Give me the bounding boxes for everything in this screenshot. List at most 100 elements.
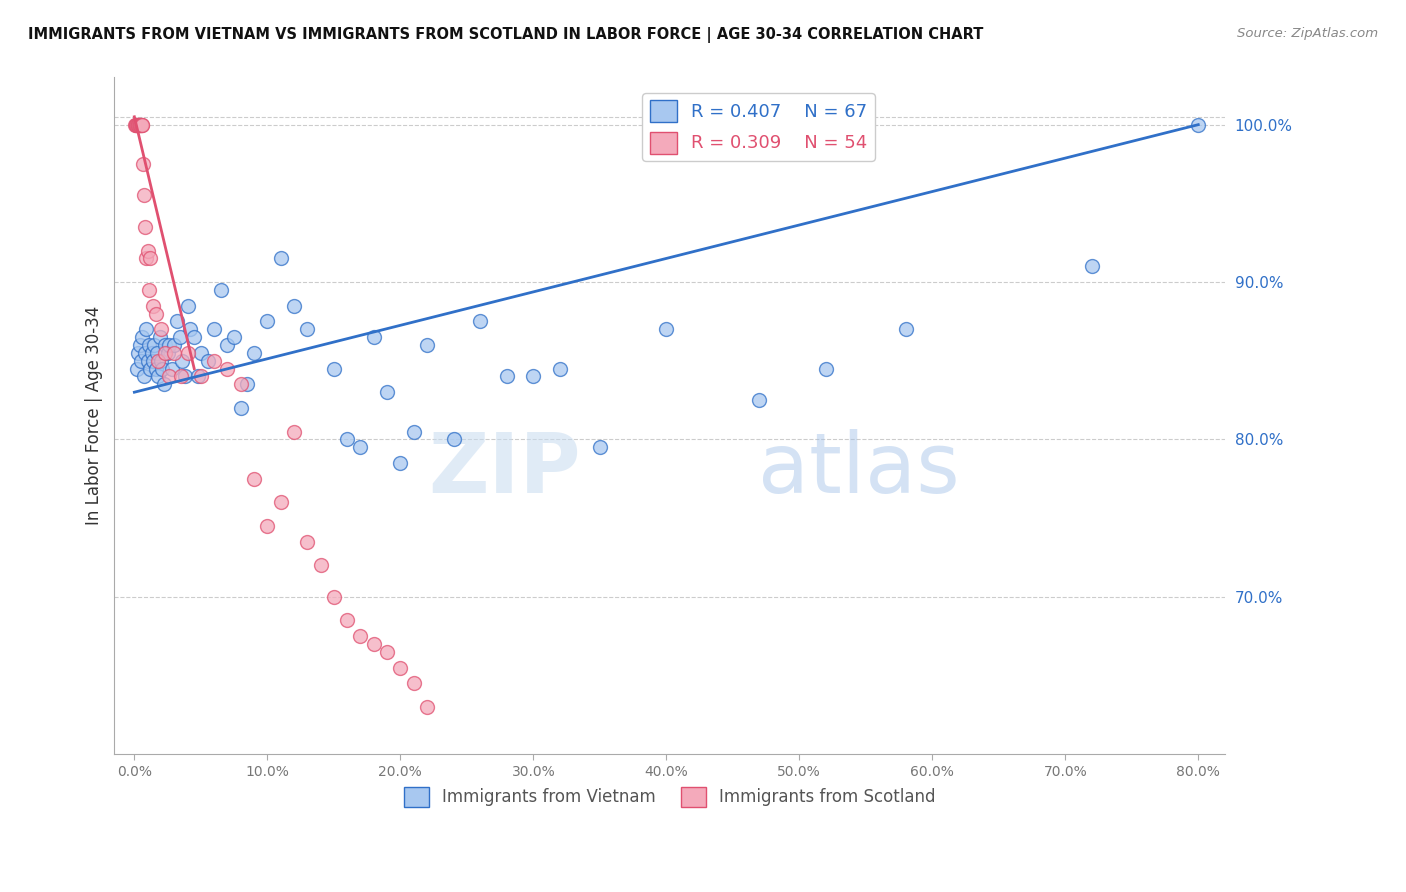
Point xyxy=(150,361,173,376)
Point xyxy=(131,330,153,344)
Point xyxy=(131,118,153,132)
Point xyxy=(131,118,153,132)
Point xyxy=(152,377,174,392)
Point xyxy=(655,322,678,336)
Point xyxy=(156,346,179,360)
Point xyxy=(229,377,252,392)
Point xyxy=(125,118,148,132)
Text: atlas: atlas xyxy=(758,429,960,510)
Point xyxy=(190,369,212,384)
Point xyxy=(202,353,225,368)
Point xyxy=(127,346,149,360)
Point xyxy=(416,338,439,352)
Point xyxy=(132,188,155,202)
Point xyxy=(129,118,152,132)
Point xyxy=(166,314,188,328)
Point xyxy=(443,433,465,447)
Point xyxy=(138,338,160,352)
Point xyxy=(149,353,172,368)
Point xyxy=(139,252,162,266)
Point xyxy=(243,346,266,360)
Point xyxy=(139,361,162,376)
Point xyxy=(153,346,176,360)
Point xyxy=(389,456,412,470)
Point xyxy=(349,629,371,643)
Point xyxy=(138,283,160,297)
Point xyxy=(814,361,837,376)
Point xyxy=(197,353,219,368)
Point xyxy=(548,361,571,376)
Point xyxy=(136,353,159,368)
Point xyxy=(142,353,165,368)
Point xyxy=(363,330,385,344)
Point xyxy=(157,369,180,384)
Point xyxy=(125,118,148,132)
Point xyxy=(270,495,292,509)
Point xyxy=(136,244,159,258)
Point xyxy=(217,361,239,376)
Point xyxy=(748,393,770,408)
Point xyxy=(145,361,167,376)
Point xyxy=(143,338,166,352)
Point xyxy=(283,299,305,313)
Point xyxy=(135,252,157,266)
Point xyxy=(148,369,170,384)
Point xyxy=(283,425,305,439)
Point xyxy=(336,433,359,447)
Point xyxy=(309,558,332,573)
Point xyxy=(363,637,385,651)
Point xyxy=(149,322,172,336)
Text: IMMIGRANTS FROM VIETNAM VS IMMIGRANTS FROM SCOTLAND IN LABOR FORCE | AGE 30-34 C: IMMIGRANTS FROM VIETNAM VS IMMIGRANTS FR… xyxy=(28,27,983,43)
Text: ZIP: ZIP xyxy=(429,429,581,510)
Point xyxy=(217,338,239,352)
Point xyxy=(894,322,917,336)
Point xyxy=(375,645,398,659)
Point xyxy=(163,338,186,352)
Point xyxy=(157,338,180,352)
Point xyxy=(202,322,225,336)
Point xyxy=(128,118,150,132)
Point xyxy=(589,440,612,454)
Point xyxy=(256,519,278,533)
Point xyxy=(153,338,176,352)
Point xyxy=(170,369,193,384)
Point xyxy=(132,369,155,384)
Point xyxy=(375,385,398,400)
Point xyxy=(124,118,146,132)
Point xyxy=(149,330,172,344)
Point xyxy=(163,346,186,360)
Point xyxy=(389,660,412,674)
Point xyxy=(179,322,201,336)
Point xyxy=(132,157,155,171)
Point xyxy=(297,322,319,336)
Point xyxy=(128,118,150,132)
Point xyxy=(297,534,319,549)
Point xyxy=(176,346,198,360)
Point xyxy=(129,118,152,132)
Point xyxy=(134,219,156,234)
Point xyxy=(336,614,359,628)
Point xyxy=(322,361,344,376)
Point xyxy=(402,676,425,690)
Point xyxy=(224,330,246,344)
Point xyxy=(243,472,266,486)
Point xyxy=(134,346,156,360)
Point xyxy=(256,314,278,328)
Point xyxy=(174,369,197,384)
Point xyxy=(141,346,163,360)
Point xyxy=(146,346,169,360)
Point xyxy=(468,314,491,328)
Point xyxy=(148,353,170,368)
Point xyxy=(495,369,517,384)
Point xyxy=(522,369,544,384)
Y-axis label: In Labor Force | Age 30-34: In Labor Force | Age 30-34 xyxy=(86,306,103,525)
Point xyxy=(129,353,152,368)
Point xyxy=(416,700,439,714)
Point xyxy=(142,299,165,313)
Point xyxy=(322,590,344,604)
Text: Source: ZipAtlas.com: Source: ZipAtlas.com xyxy=(1237,27,1378,40)
Point xyxy=(128,338,150,352)
Point xyxy=(190,346,212,360)
Point xyxy=(187,369,209,384)
Point xyxy=(145,306,167,320)
